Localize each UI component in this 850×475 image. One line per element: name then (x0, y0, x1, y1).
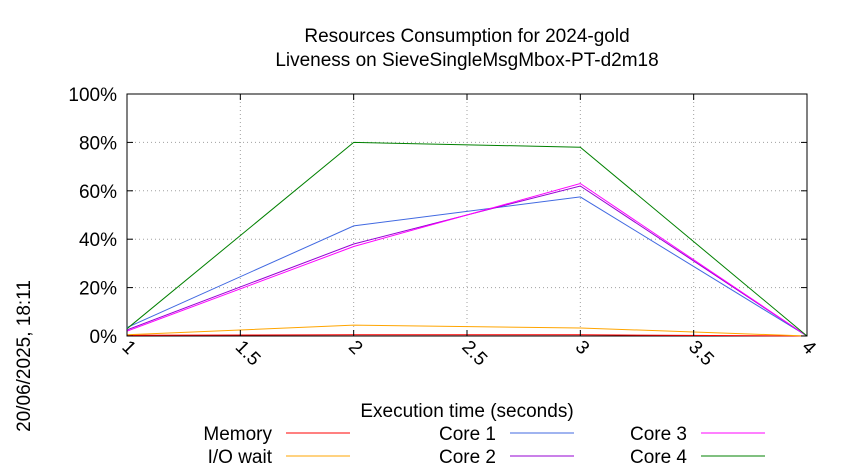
x-tick-label: 2.5 (457, 337, 491, 371)
x-tick-label: 1.5 (231, 337, 265, 371)
x-tick-label: 3 (571, 337, 593, 359)
series-line-core-1 (126, 196, 808, 337)
y-tick-label: 60% (79, 182, 117, 203)
legend-label: Core 1 (439, 424, 496, 445)
x-tick-label: 4 (797, 337, 820, 360)
y-tick-label: 20% (79, 279, 117, 300)
y-tick-label: 40% (79, 230, 117, 251)
legend-label: Core 2 (439, 447, 496, 468)
x-tick-label: 2 (344, 337, 366, 359)
series-line-core-2 (126, 185, 808, 337)
chart-title-line-2: Liveness on SieveSingleMsgMbox-PT-d2m18 (275, 50, 658, 71)
series-line-core-4 (126, 141, 808, 337)
y-tick-label: 80% (79, 133, 117, 154)
y-tick-label: 0% (90, 327, 118, 348)
grid (127, 94, 807, 336)
x-ticks: 1 1.5 2 2.5 3 3.5 4 (117, 94, 820, 370)
legend-label: Core 4 (630, 447, 687, 468)
y-ticks: 0% 20% 40% 60% 80% 100% (68, 85, 807, 348)
x-tick-label: 1 (117, 337, 139, 359)
y-tick-label: 100% (68, 85, 117, 106)
legend-label: I/O wait (208, 447, 273, 468)
series-line-core-3 (126, 182, 808, 337)
chart-title-line-1: Resources Consumption for 2024-gold (304, 26, 629, 47)
legend-label: Core 3 (630, 424, 687, 445)
side-timestamp: 20/06/2025, 18:11 (14, 280, 35, 432)
x-axis-label: Execution time (seconds) (360, 401, 573, 422)
legend-label: Memory (203, 424, 272, 445)
x-tick-label: 3.5 (684, 337, 718, 371)
